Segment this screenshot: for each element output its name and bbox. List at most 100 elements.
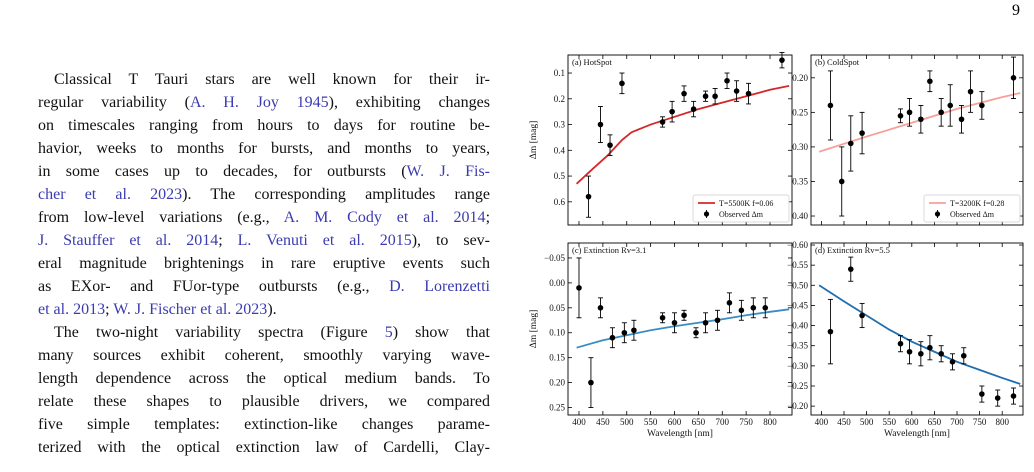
x-tick-label: 500 [860,417,874,427]
data-point [960,352,967,359]
panel: 0.1 0.2 0.3 0.4 0.5 0.6 (a) HotSpot Δm [mag] T=5… [529,51,793,226]
text-line: as EXor- and FUor-type outbursts (e.g., … [38,275,490,298]
y-axis-label: Δm [mag] [529,310,539,349]
legend-swatch [934,211,941,217]
axes-frame [567,242,793,416]
y-tick-label: −0.05 [544,253,565,263]
data-point [897,113,904,119]
text-run: eral magnitude brightenings in rare erup… [38,255,490,272]
y-tick-label: 0.10 [549,328,565,338]
citation-link[interactable]: L. Venuti et al. 2015 [237,232,412,249]
axes-frame [567,54,793,226]
text-line: cher et al. 2023). The corresponding amp… [38,183,490,206]
text-line: in some cases up to decades, for outburs… [38,160,490,183]
x-axis-label: Wavelength [nm] [647,429,713,439]
data-point [958,116,965,123]
data-point [918,116,924,123]
data-point [588,379,594,386]
text-line: five simple templates: extinction-like c… [38,413,490,436]
text-line: Classical T Tauri stars are well known f… [38,68,490,91]
data-point [669,108,675,115]
text-run: as EXor- and FUor-type outbursts (e.g., [38,278,390,295]
data-point [827,102,834,109]
text-line: relate these shapes to plausible drivers… [38,390,490,413]
y-tick-label: 0.05 [549,303,565,313]
data-point [671,319,678,326]
citation-link[interactable]: A. M. Cody et al. 2014 [283,209,486,226]
citation-link[interactable]: D. Lorenzetti [389,278,490,295]
data-point [621,329,628,336]
data-point [750,305,757,311]
panel-title: (c) Extinction Rv=3.1 [572,245,646,255]
text-run: havior, weeks to months for bursts, and … [38,140,490,157]
data-point [585,193,592,200]
text-line: The two-night variability spectra (Figur… [38,321,490,344]
y-tick-label: 0.00 [549,278,565,288]
y-tick-label: 0.20 [549,378,565,388]
y-tick-label: 0.1 [554,68,565,78]
text-run: many sources exhibit coherent, smoothly … [38,347,490,364]
y-axis-label: Δm [mag] [529,121,539,160]
text-run: ) show that [392,324,490,341]
x-tick-label: 550 [644,417,658,427]
y-tick-label: 0.35 [792,176,808,186]
text-line: havior, weeks to months for bursts, and … [38,137,490,160]
data-point [693,329,699,336]
data-point [609,334,616,341]
data-point [938,109,944,116]
data-point [690,106,697,112]
citation-link[interactable]: et al. 2013 [38,301,106,318]
data-point [714,317,721,324]
text-run: ; [105,301,114,318]
text-run: ), exhibiting changes [328,94,490,111]
data-point [947,102,954,109]
text-run: regular variability ( [38,94,190,111]
model-line [818,92,1021,153]
data-point [967,88,974,95]
citation-link[interactable]: W. J. Fischer et al. 2023 [113,301,268,318]
citation-link[interactable]: J. Stauffer et al. 2014 [38,232,219,249]
text-run: length dependence across the optical med… [38,370,490,387]
y-tick-label: 0.5 [554,171,566,181]
legend-swatch [703,211,710,217]
data-point [597,305,604,311]
data-point [859,130,865,136]
text-run: ; [485,209,490,226]
y-tick-label: −0.50 [787,280,808,290]
data-point [994,395,1001,401]
legend-box [692,194,790,223]
data-point [681,90,687,97]
y-tick-label: −0.40 [787,321,808,331]
data-point [702,93,709,100]
y-tick-label: −0.20 [787,401,808,411]
data-point [1010,75,1017,81]
data-point [724,77,730,84]
x-tick-label: 600 [668,417,682,427]
data-point [979,102,985,109]
legend-label: T=3200K f=0.28 [950,199,1004,208]
data-point [712,93,718,100]
data-point [859,312,865,319]
page-number: 9 [1012,2,1020,19]
x-tick-label: 400 [815,417,829,427]
legend-box [923,194,1021,223]
x-tick-label: 450 [837,417,851,427]
y-tick-label: 0.30 [792,142,808,152]
y-tick-label: −0.45 [787,300,808,310]
text-line: many sources exhibit coherent, smoothly … [38,344,490,367]
citation-link[interactable]: 5 [384,324,393,341]
text-run: terized with the optical extinction law … [38,439,490,456]
data-point [659,119,666,125]
data-point [847,266,854,272]
x-tick-label: 700 [950,417,964,427]
citation-link[interactable]: W. J. Fis- [406,163,490,180]
data-point [597,121,604,128]
citation-link[interactable]: cher et al. 2023 [38,186,183,203]
citation-link[interactable]: A. H. Joy 1945 [189,94,329,111]
y-tick-label: 0.25 [792,107,808,117]
text-line: on timescales ranging from hours to days… [38,114,490,137]
x-tick-label: 400 [572,417,586,427]
y-tick-label: −0.35 [787,341,808,351]
data-point [927,78,933,85]
